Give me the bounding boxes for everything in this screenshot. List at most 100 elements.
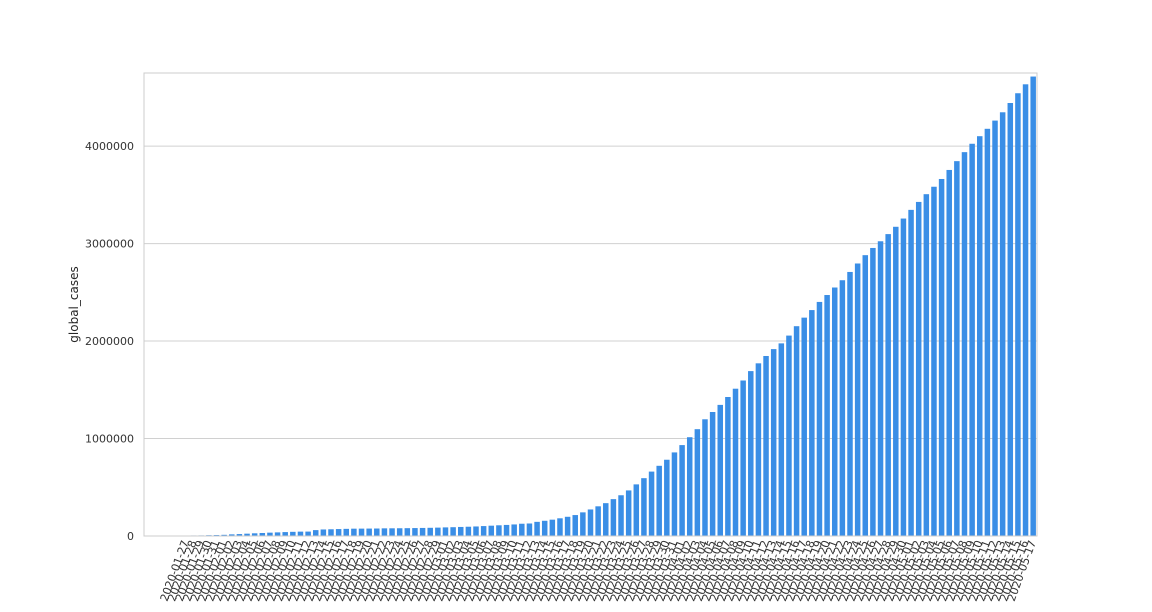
bar-2020-05-17 [1030, 76, 1036, 537]
bar-2020-05-06 [946, 169, 952, 537]
bar-2020-02-13 [312, 530, 319, 536]
x-tick-labels: 2020-01-272020-01-282020-01-292020-01-30… [158, 539, 1039, 604]
bar-2020-04-11 [755, 363, 762, 536]
bar-2020-04-17 [801, 317, 807, 536]
bar-2020-04-18 [809, 310, 815, 536]
bar-2020-02-27 [419, 527, 426, 536]
bar-2020-03-30 [664, 459, 670, 536]
bar-2020-03-15 [549, 519, 556, 536]
bar-2020-03-09 [503, 524, 510, 536]
bar-2020-04-06 [717, 404, 723, 536]
bar-2020-03-03 [458, 526, 464, 536]
y-tick-label: 3000000 [85, 238, 134, 251]
bar-2020-02-11 [297, 531, 304, 536]
bar-2020-03-01 [442, 527, 449, 536]
bar-2020-04-22 [839, 280, 846, 536]
bar-2020-04-02 [686, 437, 693, 536]
bar-2020-03-08 [496, 525, 502, 536]
bar-2020-03-27 [641, 478, 647, 536]
bar-2020-05-10 [977, 136, 983, 536]
bar-2020-03-13 [534, 521, 540, 536]
bar-2020-04-23 [847, 271, 853, 536]
bar-2020-02-16 [335, 529, 342, 536]
bar-2020-04-10 [748, 371, 754, 536]
bar-2020-03-20 [587, 509, 594, 536]
plot-frame [143, 72, 1038, 537]
bar-2020-05-08 [961, 152, 968, 536]
bar-2020-05-02 [915, 201, 922, 536]
bar-2020-05-15 [1015, 93, 1021, 537]
bar-2020-03-31 [671, 452, 678, 536]
bar-2020-03-11 [519, 523, 525, 536]
y-axis-label: global_cases [67, 266, 81, 342]
bar-2020-04-29 [893, 226, 899, 536]
bar-2020-04-01 [679, 445, 685, 536]
bar-2020-03-12 [526, 523, 533, 536]
bar-2020-05-11 [984, 128, 991, 537]
bar-2020-02-17 [343, 528, 350, 536]
bar-2020-04-03 [694, 429, 701, 536]
bar-2020-05-13 [999, 112, 1006, 536]
y-tick-labels: 0 1000000 2000000 3000000 4000000 [85, 140, 134, 543]
bar-2020-03-05 [473, 526, 479, 536]
bar-2020-03-02 [450, 527, 456, 536]
bar-2020-03-14 [541, 520, 548, 536]
bar-2020-02-20 [366, 528, 372, 536]
bar-2020-05-01 [908, 209, 914, 536]
bar-2020-03-18 [572, 515, 578, 536]
bar-2020-04-21 [831, 287, 838, 536]
bar-2020-03-25 [625, 490, 632, 536]
bar-2020-02-26 [412, 528, 418, 536]
bar-2020-02-03 [236, 534, 243, 536]
bar-2020-02-02 [229, 534, 235, 536]
bar-2020-02-25 [404, 528, 411, 536]
bar-2020-02-07 [267, 532, 273, 536]
bar-2020-03-16 [557, 518, 563, 536]
bar-2020-04-05 [709, 412, 716, 536]
bar-2020-02-01 [221, 534, 227, 536]
bar-2020-04-28 [885, 234, 891, 536]
bar-2020-02-14 [320, 529, 327, 536]
bar-2020-03-06 [480, 526, 487, 536]
bar-2020-02-10 [290, 531, 296, 536]
bar-2020-02-15 [328, 529, 334, 536]
bar-2020-03-19 [580, 512, 586, 536]
bar-2020-02-12 [305, 531, 311, 536]
bar-2020-05-07 [954, 161, 960, 537]
bar-2020-04-26 [870, 247, 876, 537]
bar-2020-04-20 [824, 295, 830, 536]
bar-2020-02-22 [381, 528, 388, 536]
bar-2020-04-27 [877, 241, 884, 537]
bar-2020-05-03 [923, 194, 930, 536]
bar-2020-02-08 [274, 532, 281, 536]
bar-2020-02-05 [251, 533, 258, 536]
bar-2020-03-17 [564, 516, 571, 536]
bar-2020-03-23 [610, 499, 617, 536]
bar-2020-04-25 [862, 255, 869, 536]
bar-2020-05-09 [969, 143, 975, 536]
bar-2020-04-19 [816, 301, 823, 536]
bar-2020-04-30 [900, 218, 907, 537]
bar-2020-02-18 [351, 528, 357, 536]
bar-2020-03-04 [465, 526, 472, 536]
y-tick-label: 4000000 [85, 140, 134, 153]
bar-2020-03-26 [633, 484, 640, 536]
bar-2020-02-21 [374, 528, 380, 536]
bar-2020-03-21 [595, 506, 601, 536]
bar-2020-04-13 [770, 349, 777, 536]
bar-2020-03-28 [648, 471, 655, 536]
bar-2020-04-16 [793, 326, 800, 536]
bar-2020-02-24 [396, 528, 403, 536]
bar-2020-02-06 [259, 532, 266, 536]
bar-2020-04-04 [702, 419, 708, 536]
bar-2020-05-05 [938, 178, 945, 536]
bar-2020-02-29 [435, 527, 441, 536]
bar-2020-05-12 [992, 120, 998, 536]
bar-2020-04-12 [763, 355, 769, 536]
bar-2020-02-04 [244, 533, 250, 536]
bar-2020-05-16 [1022, 84, 1029, 536]
bar-2020-05-04 [931, 186, 937, 536]
bar-2020-03-29 [656, 465, 662, 536]
bar-2020-02-19 [358, 528, 365, 536]
